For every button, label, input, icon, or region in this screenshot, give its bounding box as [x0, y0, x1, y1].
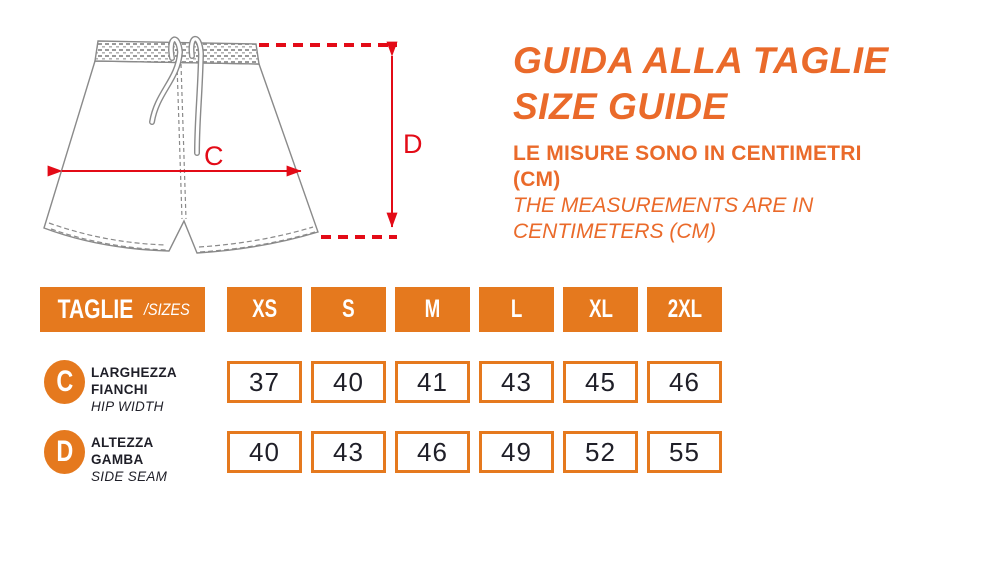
- value-cell: 40: [311, 361, 386, 403]
- hem-stitching: [48, 222, 316, 253]
- value-cell: 46: [395, 431, 470, 473]
- value-cell: 52: [563, 431, 638, 473]
- subtitle-english: THE MEASUREMENTS ARE IN CENTIMETERS (CM): [513, 194, 814, 243]
- measure-badge-c: C: [44, 360, 85, 404]
- table-header-taglie: TAGLIE/SIZES: [40, 287, 205, 332]
- subtitle-italian: LE MISURE SONO IN CENTIMETRI (CM): [513, 142, 862, 191]
- size-header-xs: XS: [227, 287, 302, 332]
- drawstring: [149, 35, 205, 156]
- value-cell: 40: [227, 431, 302, 473]
- measure-badge-d: D: [44, 430, 85, 474]
- sizes-label: /SIZES: [144, 299, 190, 319]
- size-header-l: L: [479, 287, 554, 332]
- taglie-label: TAGLIE: [57, 294, 134, 324]
- size-header-s: S: [311, 287, 386, 332]
- page-title-line2: SIZE GUIDE: [513, 86, 728, 127]
- value-cell: 37: [227, 361, 302, 403]
- value-cell: 41: [395, 361, 470, 403]
- row-label-hip-width: LARGHEZZA FIANCHI HIP WIDTH: [91, 365, 177, 414]
- value-cell: 55: [647, 431, 722, 473]
- measure-c-arrow: C: [47, 141, 302, 177]
- size-header-2xl: 2XL: [647, 287, 722, 332]
- subtitle: LE MISURE SONO IN CENTIMETRI (CM) THE ME…: [513, 141, 913, 245]
- shorts-outline: [43, 60, 319, 254]
- page-title: GUIDA ALLA TAGLIE SIZE GUIDE: [513, 38, 973, 130]
- size-header-xl: XL: [563, 287, 638, 332]
- measure-d-arrow: D: [259, 41, 423, 239]
- row-label-side-seam: ALTEZZA GAMBA SIDE SEAM: [91, 435, 168, 484]
- page-title-line1: GUIDA ALLA TAGLIE: [513, 40, 889, 81]
- shorts-diagram: C D: [43, 35, 423, 254]
- measure-c-label: C: [204, 141, 224, 171]
- measure-d-label: D: [403, 129, 423, 159]
- size-header-m: M: [395, 287, 470, 332]
- value-cell: 49: [479, 431, 554, 473]
- value-cell: 43: [479, 361, 554, 403]
- value-cell: 45: [563, 361, 638, 403]
- value-cell: 46: [647, 361, 722, 403]
- value-cell: 43: [311, 431, 386, 473]
- fly-line: [176, 63, 187, 220]
